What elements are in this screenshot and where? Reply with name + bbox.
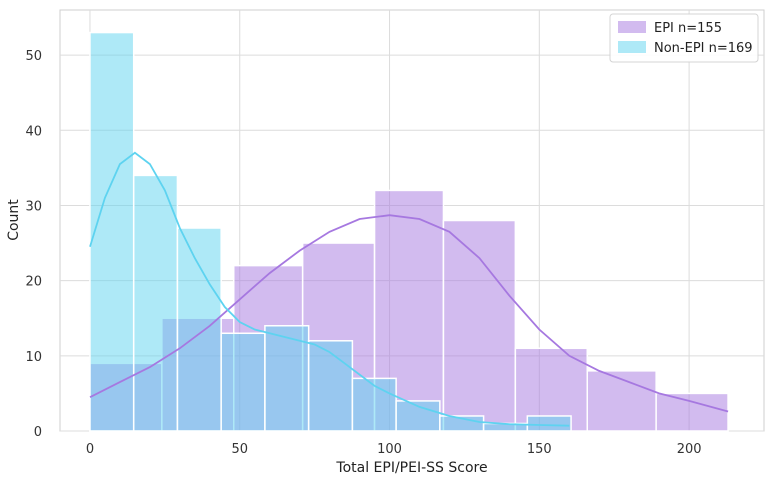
y-tick-label: 0 bbox=[34, 425, 42, 440]
histogram-bar bbox=[586, 370, 657, 432]
histogram-bar bbox=[442, 219, 517, 432]
legend-label-epi: EPI n=155 bbox=[654, 21, 722, 36]
y-tick-label: 40 bbox=[25, 124, 42, 139]
legend: EPI n=155 Non-EPI n=169 bbox=[609, 13, 759, 63]
histogram-bar bbox=[307, 340, 354, 432]
x-tick-label: 100 bbox=[377, 442, 402, 457]
y-tick-label: 10 bbox=[25, 350, 42, 365]
histogram-bar bbox=[351, 377, 397, 432]
histogram-bar bbox=[132, 174, 179, 432]
histogram-bar bbox=[264, 325, 310, 432]
x-tick-label: 200 bbox=[677, 442, 702, 457]
histogram-bar bbox=[89, 31, 135, 432]
x-tick-label: 50 bbox=[231, 442, 248, 457]
y-tick-label: 20 bbox=[25, 275, 42, 290]
x-axis-title: Total EPI/PEI-SS Score bbox=[335, 460, 487, 476]
y-tick-label: 50 bbox=[25, 49, 42, 64]
kde-line bbox=[89, 214, 729, 413]
histogram-bar bbox=[526, 415, 572, 432]
legend-box bbox=[609, 13, 759, 63]
legend-swatch-non-epi bbox=[618, 41, 646, 53]
histogram-bar bbox=[176, 227, 222, 432]
histogram-bar bbox=[655, 392, 729, 432]
legend-label-non-epi: Non-EPI n=169 bbox=[654, 41, 753, 56]
tick-labels: 0 50 100 150 200 0 10 20 30 40 50 bbox=[25, 49, 701, 457]
x-tick-label: 0 bbox=[86, 442, 94, 457]
y-axis-title: Count bbox=[6, 199, 22, 241]
y-tick-label: 30 bbox=[25, 199, 42, 214]
x-tick-label: 150 bbox=[527, 442, 552, 457]
kde-curves bbox=[89, 151, 729, 427]
histogram-bar bbox=[220, 332, 266, 432]
histogram-bars bbox=[89, 31, 729, 432]
legend-swatch-epi bbox=[618, 21, 646, 33]
kde-line bbox=[89, 151, 570, 427]
